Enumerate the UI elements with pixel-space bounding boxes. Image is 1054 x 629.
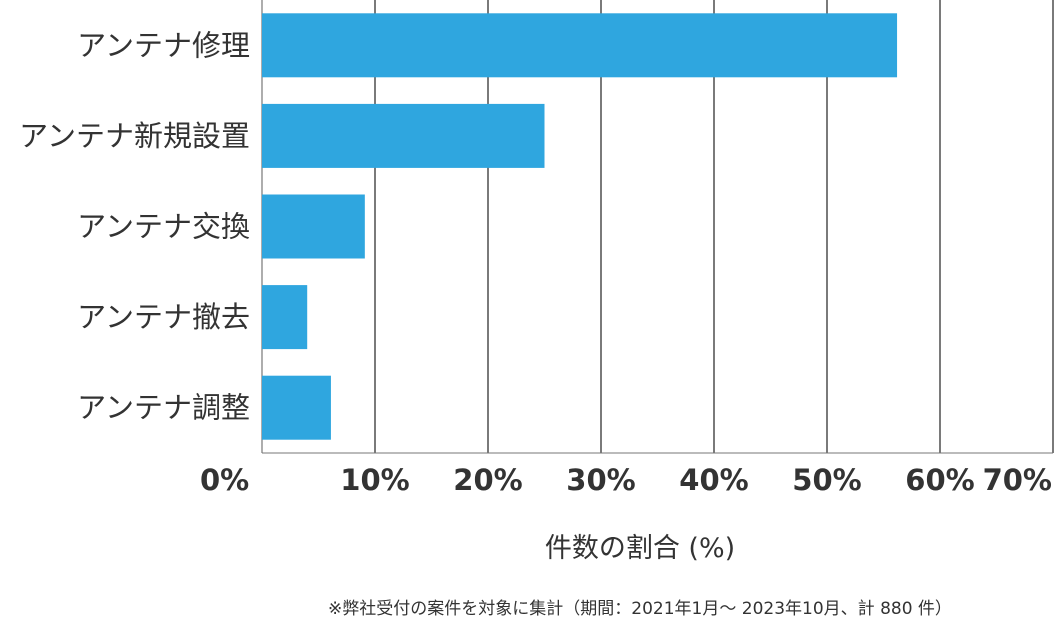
bar (262, 375, 331, 440)
bar (262, 103, 545, 168)
footnote: ※弊社受付の案件を対象に集計（期間：2021年1月～ 2023年10月、計 88… (328, 599, 952, 619)
x-tick-label: 40% (679, 463, 748, 497)
bars (262, 13, 898, 440)
x-tick-label: 70% (983, 463, 1052, 497)
bar (262, 285, 308, 350)
category-label: アンテナ交換 (77, 210, 250, 244)
x-tick-label: 30% (566, 463, 635, 497)
x-tick-label: 50% (792, 463, 861, 497)
x-tick-label: 60% (905, 463, 974, 497)
category-label: アンテナ修理 (77, 28, 250, 62)
category-label: アンテナ新規設置 (19, 119, 250, 153)
bar (262, 13, 898, 78)
category-label: アンテナ調整 (77, 391, 250, 425)
x-tick-label: 20% (453, 463, 522, 497)
bar (262, 194, 365, 259)
x-tick-label: 10% (340, 463, 409, 497)
x-tick-label: 0% (200, 463, 249, 497)
category-label: アンテナ撤去 (77, 300, 250, 334)
x-axis-title: 件数の割合 (%) (545, 533, 735, 564)
x-tick-labels: 0% 10% 20% 30% 40% 50% 60% 70% (200, 463, 1052, 497)
